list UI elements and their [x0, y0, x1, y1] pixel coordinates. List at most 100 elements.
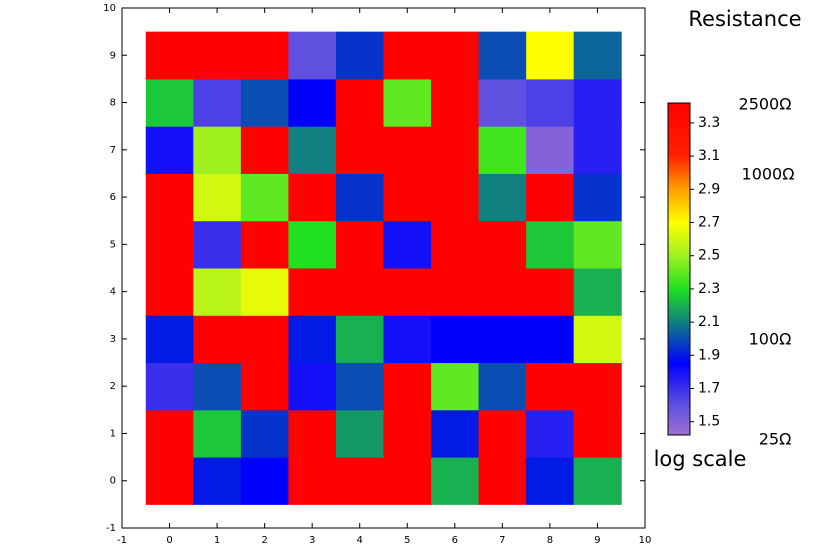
- annotation: 1000Ω: [742, 165, 795, 184]
- annotation: 25Ω: [759, 430, 792, 449]
- cell: [240, 362, 289, 411]
- cell: [383, 78, 432, 127]
- cell: [335, 220, 384, 269]
- x-tick-label: 6: [452, 535, 458, 546]
- cell: [383, 173, 432, 222]
- cell: [193, 409, 242, 458]
- cell: [478, 220, 527, 269]
- cell: [193, 173, 242, 222]
- cell: [240, 31, 289, 80]
- cell: [288, 173, 337, 222]
- cell: [145, 457, 194, 505]
- y-tick-label: 7: [110, 145, 116, 156]
- cell: [288, 268, 337, 316]
- colorbar-subtitle: log scale: [654, 447, 747, 471]
- cell: [240, 220, 289, 269]
- cell: [383, 126, 432, 174]
- y-tick-label: 2: [110, 381, 116, 392]
- cell: [193, 126, 242, 174]
- cell: [431, 78, 480, 127]
- colorbar-tick-label: 2.1: [698, 314, 720, 330]
- cell: [573, 457, 622, 505]
- cell: [383, 220, 432, 269]
- cell: [478, 31, 527, 80]
- y-tick-label: 1: [110, 428, 116, 439]
- cell: [335, 409, 384, 458]
- cell: [193, 268, 242, 316]
- cell: [431, 268, 480, 316]
- cell: [526, 173, 575, 222]
- cell: [288, 78, 337, 127]
- cell: [145, 362, 194, 411]
- y-tick-label: 3: [110, 334, 116, 345]
- x-tick-label: 9: [594, 535, 600, 546]
- colorbar-tick-label: 1.9: [698, 347, 720, 363]
- cell: [431, 173, 480, 222]
- cell: [573, 409, 622, 458]
- cell: [573, 31, 622, 80]
- cell: [145, 31, 194, 80]
- cell: [573, 220, 622, 269]
- cell: [383, 409, 432, 458]
- cell: [478, 409, 527, 458]
- cell: [383, 457, 432, 505]
- cell: [573, 126, 622, 174]
- cell: [383, 31, 432, 80]
- cell: [478, 268, 527, 316]
- cell: [431, 126, 480, 174]
- cell: [193, 78, 242, 127]
- cell: [431, 409, 480, 458]
- cell: [526, 362, 575, 411]
- x-tick-label: 8: [547, 535, 553, 546]
- cell: [478, 126, 527, 174]
- colorbar-title: Resistance: [688, 7, 801, 31]
- cell: [335, 362, 384, 411]
- cell: [288, 126, 337, 174]
- y-tick-label: 10: [103, 3, 116, 14]
- cell: [145, 315, 194, 364]
- cell: [526, 78, 575, 127]
- y-tick-label: 4: [110, 287, 116, 298]
- cell: [240, 409, 289, 458]
- cell: [240, 173, 289, 222]
- colorbar-tick-label: 2.7: [698, 215, 720, 231]
- cell: [145, 173, 194, 222]
- x-tick-label: 10: [639, 535, 652, 546]
- colorbar-tick-label: 3.3: [698, 115, 720, 131]
- cell: [288, 362, 337, 411]
- cell: [335, 78, 384, 127]
- y-tick-label: 6: [110, 192, 116, 203]
- colorbar-tick-label: 3.1: [698, 148, 720, 164]
- cell: [240, 78, 289, 127]
- annotation: 100Ω: [749, 330, 792, 349]
- x-tick-label: 3: [309, 535, 315, 546]
- x-tick-label: 7: [499, 535, 505, 546]
- x-tick-label: 2: [261, 535, 267, 546]
- cell: [526, 268, 575, 316]
- cell: [335, 31, 384, 80]
- cell: [288, 31, 337, 80]
- y-tick-label: 8: [110, 98, 116, 109]
- cell: [431, 362, 480, 411]
- cell: [288, 409, 337, 458]
- cell: [383, 362, 432, 411]
- cell: [526, 126, 575, 174]
- cell: [288, 315, 337, 364]
- cell: [193, 457, 242, 505]
- colorbar: [667, 102, 691, 436]
- y-tick-label: 5: [110, 239, 116, 250]
- cell: [383, 268, 432, 316]
- cell: [335, 126, 384, 174]
- cell: [383, 315, 432, 364]
- x-tick-label: -1: [117, 535, 127, 546]
- cell: [145, 220, 194, 269]
- cell: [145, 78, 194, 127]
- cell: [335, 268, 384, 316]
- cell: [573, 78, 622, 127]
- cell: [478, 457, 527, 505]
- x-tick-label: 1: [214, 535, 220, 546]
- colorbar-tick-label: 2.9: [698, 181, 720, 197]
- cell: [478, 173, 527, 222]
- cell: [526, 409, 575, 458]
